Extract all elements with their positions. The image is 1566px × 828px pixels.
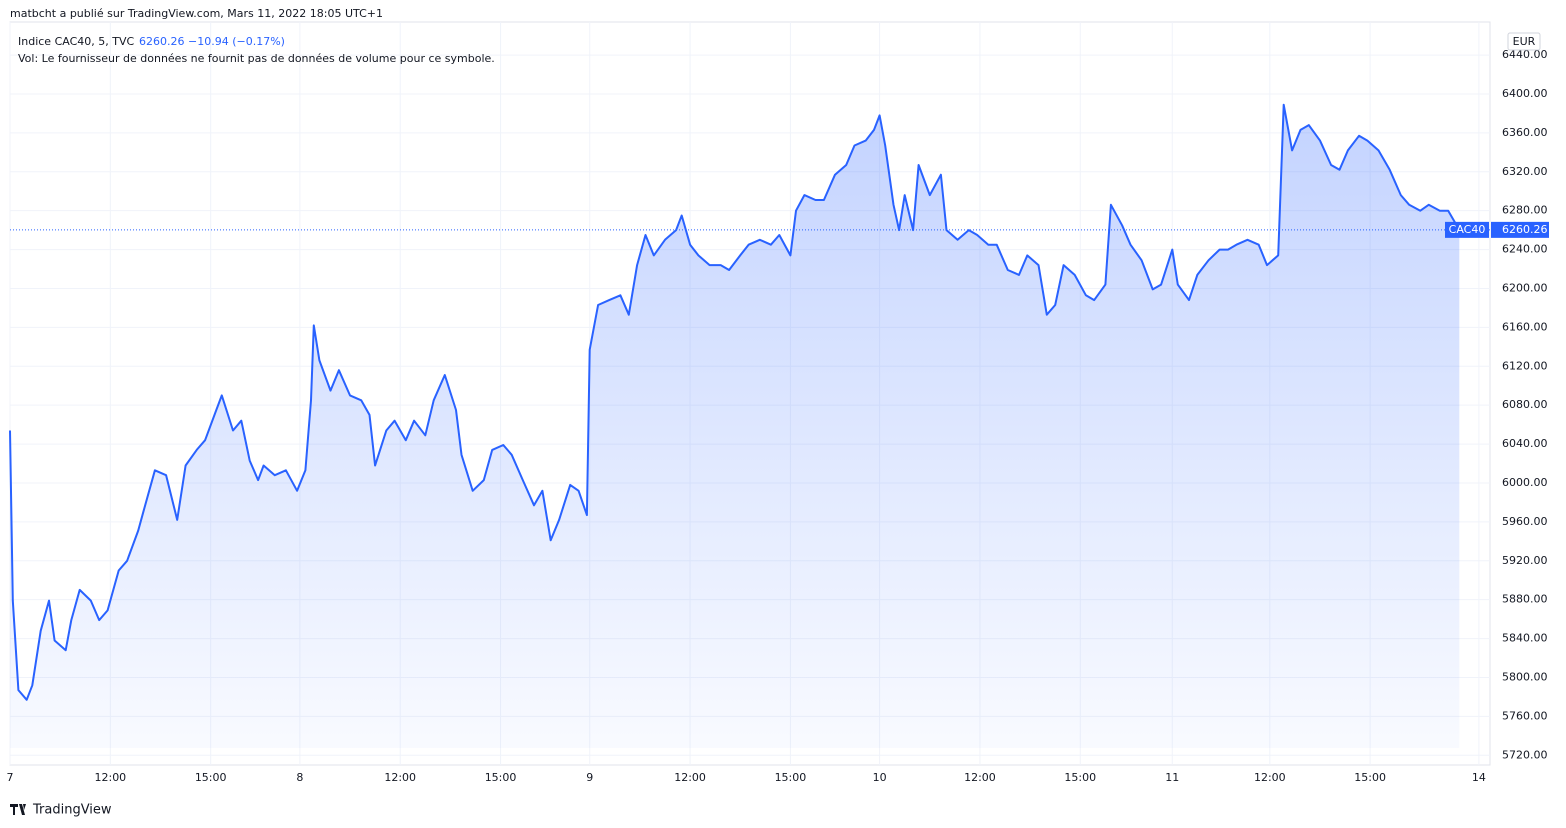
- price-tag-label: 6260.26: [1502, 223, 1548, 236]
- x-tick-label: 15:00: [485, 771, 517, 784]
- header: matbcht a publié sur TradingView.com, Ma…: [10, 7, 383, 20]
- x-tick-label: 12:00: [1254, 771, 1286, 784]
- y-tick-label: 6400.00: [1502, 87, 1548, 100]
- currency[interactable]: EUR: [1513, 35, 1536, 48]
- marks: [9, 103, 1490, 748]
- x-tick-label: 15:00: [1354, 771, 1386, 784]
- y-tick-label: 6200.00: [1502, 281, 1548, 294]
- y-tick-label: 6120.00: [1502, 359, 1548, 372]
- series-label: CAC40: [1449, 223, 1486, 236]
- x-tick-label: 12:00: [964, 771, 996, 784]
- x-tick-label: 15:00: [775, 771, 807, 784]
- x-tick-label: 9: [586, 771, 593, 784]
- x-tick-label: 10: [873, 771, 887, 784]
- y-tick-label: 5840.00: [1502, 632, 1548, 645]
- x-tick-label: 11: [1165, 771, 1179, 784]
- x-tick-label: 14: [1472, 771, 1486, 784]
- change: −10.94 (−0.17%): [188, 35, 285, 48]
- x-tick-label: 12:00: [94, 771, 126, 784]
- x-tick-label: 8: [296, 771, 303, 784]
- footer: TradingView: [32, 803, 112, 818]
- y-tick-label: 6360.00: [1502, 126, 1548, 139]
- y-tick-label: 6320.00: [1502, 165, 1548, 178]
- series-tag: [1445, 221, 1489, 238]
- y-tick-label: 5760.00: [1502, 709, 1548, 722]
- y-tick-label: 5880.00: [1502, 593, 1548, 606]
- symbol: Indice CAC40, 5, TVC: [18, 35, 134, 48]
- x-tick-label: 15:00: [195, 771, 227, 784]
- y-tick-label: 6000.00: [1502, 476, 1548, 489]
- x-tick-label: 7: [7, 771, 14, 784]
- last-price: 6260.26: [139, 35, 185, 48]
- labels: 5720.00 5760.00 5800.00 5840.00 5880.00 5920.…: [7, 48, 1549, 784]
- y-tick-label: 6240.00: [1502, 243, 1548, 256]
- volume-note: Vol: Le fournisseur de données ne fourni…: [18, 52, 495, 65]
- y-tick-label: 5920.00: [1502, 554, 1548, 567]
- area-fill: [10, 104, 1460, 748]
- logo: [10, 804, 26, 815]
- y-tick-label: 5720.00: [1502, 748, 1548, 761]
- y-tick-label: 5800.00: [1502, 670, 1548, 683]
- y-tick-label: 6160.00: [1502, 320, 1548, 333]
- price-line: [9, 103, 1461, 701]
- x-tick-label: 12:00: [674, 771, 706, 784]
- y-tick-label: 6080.00: [1502, 398, 1548, 411]
- x-tick-label: 12:00: [384, 771, 416, 784]
- y-tick-label: 6440.00: [1502, 48, 1548, 61]
- price-tag: [1491, 221, 1549, 238]
- y-tick-label: 6040.00: [1502, 437, 1548, 450]
- y-tick-label: 6280.00: [1502, 204, 1548, 217]
- x-tick-label: 15:00: [1064, 771, 1096, 784]
- currency-box[interactable]: [1507, 32, 1541, 51]
- y-tick-label: 5960.00: [1502, 515, 1548, 528]
